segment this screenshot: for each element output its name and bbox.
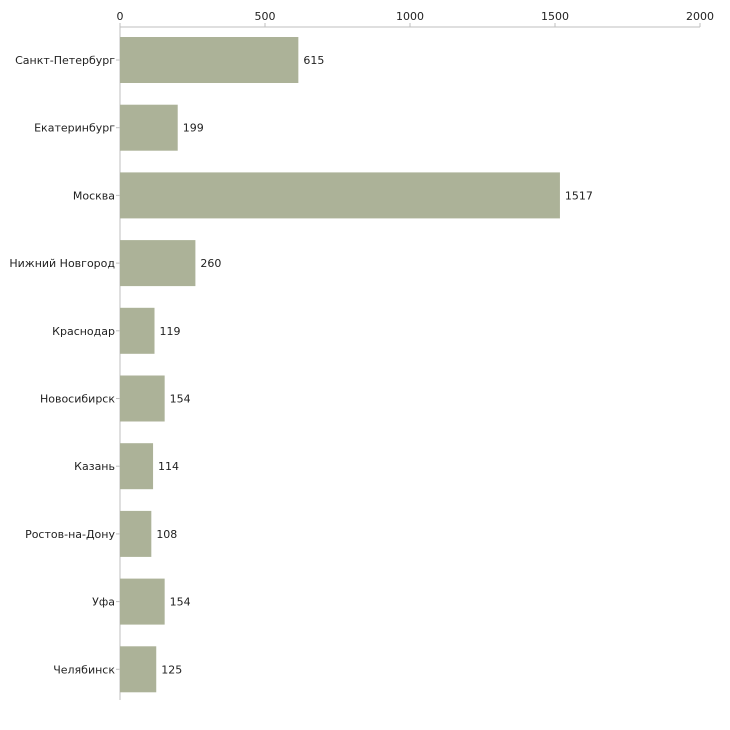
x-tick-label: 2000 [686,10,714,23]
bar [120,646,157,693]
category-label: Екатеринбург [34,122,115,135]
x-tick-label: 0 [117,10,124,23]
bar-value-label: 199 [183,122,204,135]
x-tick-label: 1500 [541,10,569,23]
bar [120,104,178,151]
bar-value-label: 1517 [565,189,593,202]
bar [120,443,154,490]
category-label: Санкт-Петербург [15,54,115,67]
x-tick-label: 500 [255,10,276,23]
bar-value-label: 108 [156,528,177,541]
bars [120,37,560,693]
bar [120,172,560,219]
category-label: Челябинск [53,663,115,676]
x-axis-ticks: 0 500 1000 1500 2000 [117,10,714,27]
bar-value-label: 114 [158,460,179,473]
bar-value-label: 119 [160,325,181,338]
category-labels: Санкт-Петербург Екатеринбург Москва Нижний … [9,54,120,676]
bar-value-label: 615 [303,54,324,67]
bar-value-label: 260 [200,257,221,270]
bar-value-label: 125 [161,663,182,676]
category-label: Казань [74,460,115,473]
category-label: Ростов-на-Дону [25,528,115,541]
category-label: Москва [73,189,115,202]
bar-value-label: 154 [170,596,191,609]
bar [120,240,196,287]
category-label: Нижний Новгород [9,257,115,270]
bar [120,375,165,422]
bar-value-label: 154 [170,393,191,406]
bar [120,578,165,625]
bar [120,37,299,83]
category-label: Новосибирск [40,393,115,406]
x-tick-label: 1000 [396,10,424,23]
bar [120,307,155,354]
category-label: Уфа [92,596,115,609]
category-label: Краснодар [52,325,115,338]
value-labels: 615 199 1517 260 119 154 114 108 154 125 [156,54,593,676]
bar [120,510,152,557]
